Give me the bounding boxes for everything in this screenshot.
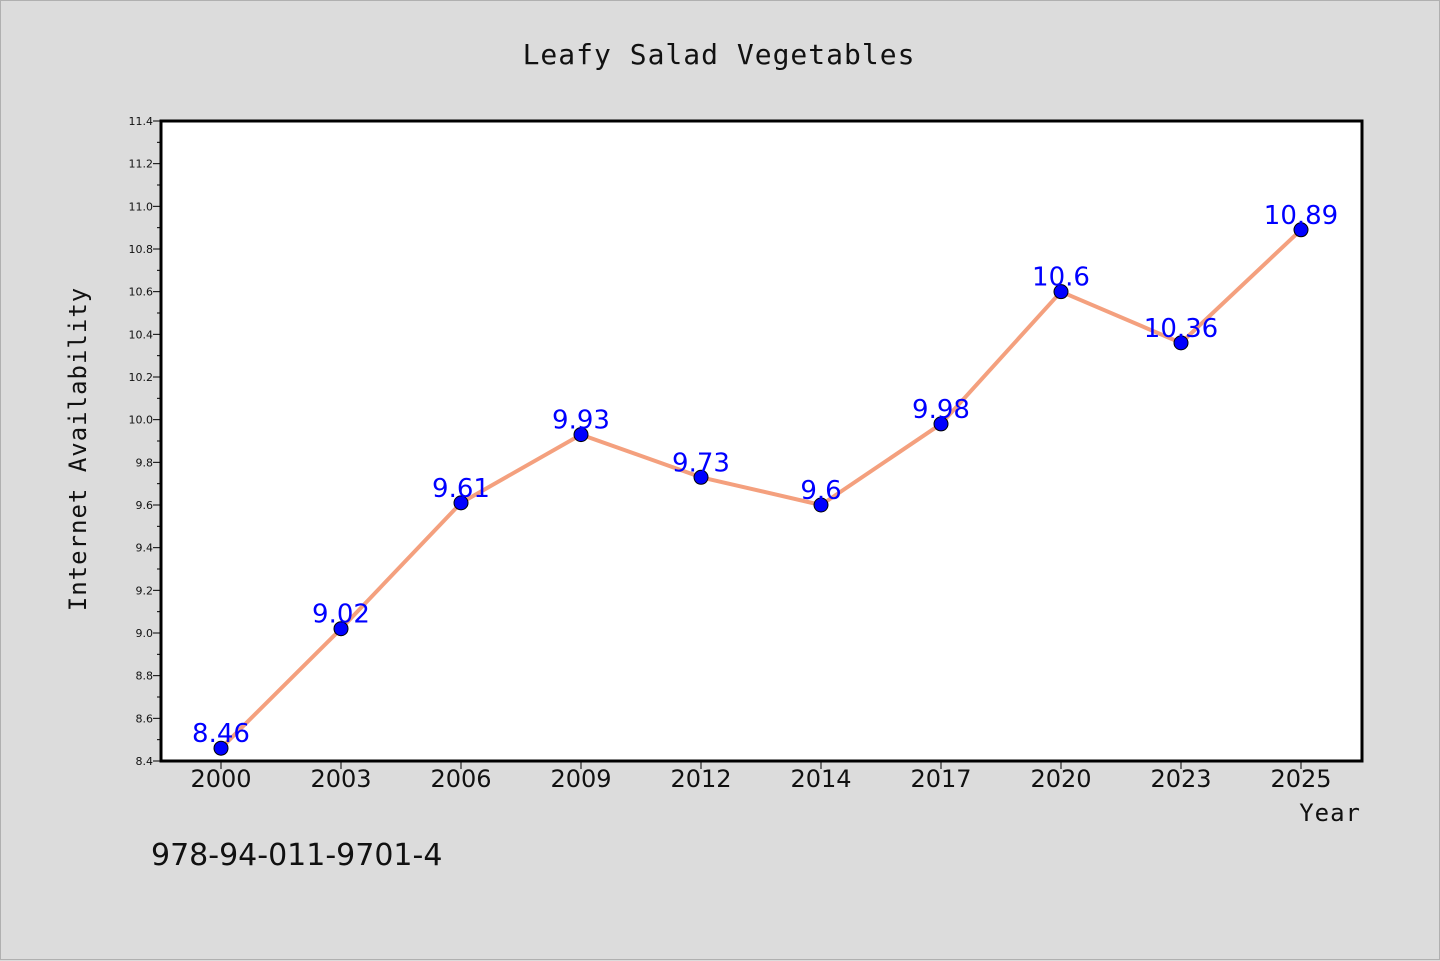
x-tick-label: 2006 — [430, 765, 491, 793]
data-label: 10.36 — [1144, 314, 1218, 344]
y-tick-label: 8.8 — [136, 670, 154, 683]
data-label: 9.6 — [800, 476, 841, 506]
y-tick-label: 9.2 — [136, 584, 154, 597]
x-tick-label: 2023 — [1150, 765, 1211, 793]
y-axis-label: Internet Availability — [64, 287, 92, 611]
data-point — [1293, 222, 1309, 238]
x-tick-label: 2017 — [910, 765, 971, 793]
y-tick-label: 8.6 — [136, 712, 154, 725]
data-label: 8.46 — [192, 719, 250, 749]
x-tick-label: 2012 — [670, 765, 731, 793]
x-tick-label: 2020 — [1030, 765, 1091, 793]
data-label: 9.02 — [312, 600, 370, 630]
data-label: 9.93 — [552, 406, 610, 436]
data-point — [693, 469, 709, 485]
data-point — [933, 416, 949, 432]
y-tick-label: 9.6 — [136, 499, 154, 512]
plot-area — [159, 119, 1364, 763]
y-tick-label: 11.2 — [129, 158, 154, 171]
chart-title: Leafy Salad Vegetables — [523, 38, 916, 71]
data-point — [573, 427, 589, 443]
data-point — [1053, 284, 1069, 300]
y-axis: 8.4 8.6 8.8 9.0 9.2 9.4 9.6 9.8 10.0 10.2 10.4 10.6… — [129, 115, 161, 768]
series-line — [219, 227, 1303, 751]
series-group: 8.46 9.02 9.61 9.93 9.73 9.6 9.98 10.6 10.36 10.8… — [192, 201, 1338, 756]
x-tick-label: 2000 — [190, 765, 251, 793]
y-tick-label: 10.4 — [129, 328, 154, 341]
y-tick-label: 9.4 — [136, 542, 154, 555]
data-label: 9.61 — [432, 474, 490, 504]
data-label: 9.98 — [912, 395, 970, 425]
y-tick-label: 10.8 — [129, 243, 154, 256]
y-tick-label: 9.0 — [136, 627, 154, 640]
data-point — [213, 740, 229, 756]
y-tick-label: 8.4 — [136, 755, 154, 768]
data-label: 9.73 — [672, 448, 730, 478]
data-label: 10.6 — [1032, 263, 1090, 293]
data-point — [1173, 335, 1189, 351]
data-point — [453, 495, 469, 511]
data-point — [333, 621, 349, 637]
y-tick-label: 10.2 — [129, 371, 154, 384]
x-tick-label: 2014 — [790, 765, 851, 793]
y-tick-label: 9.8 — [136, 456, 154, 469]
y-tick-label: 11.4 — [129, 115, 154, 128]
x-tick-label: 2025 — [1270, 765, 1331, 793]
x-axis: 2000 2003 2006 2009 2012 2014 2017 2020 2023 2025 — [190, 761, 1332, 793]
footer-code: 978-94-011-9701-4 — [151, 838, 442, 873]
data-label: 10.89 — [1264, 201, 1338, 231]
y-tick-label: 10.6 — [129, 286, 154, 299]
x-tick-label: 2009 — [550, 765, 611, 793]
y-tick-label: 11.0 — [129, 200, 154, 213]
data-point — [813, 497, 829, 513]
x-tick-label: 2003 — [310, 765, 371, 793]
y-tick-label: 10.0 — [129, 414, 154, 427]
x-axis-label: Year — [1299, 799, 1361, 827]
